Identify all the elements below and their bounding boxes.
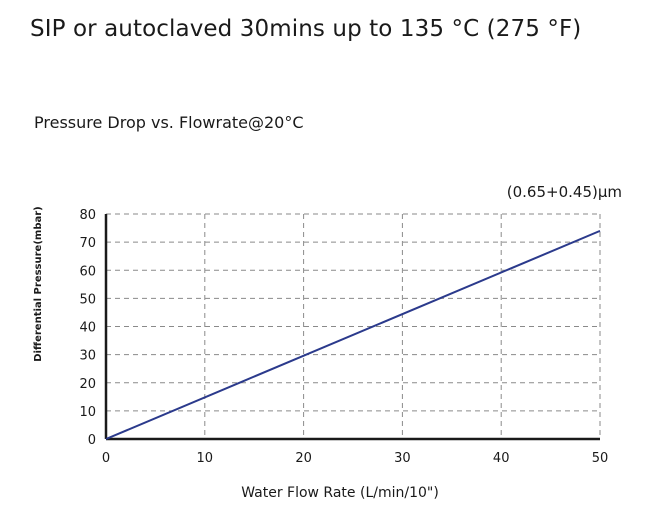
chart-subtitle: Pressure Drop vs. Flowrate@20°C [34,113,304,132]
series-label: (0.65+0.45)μm [507,183,622,201]
x-tick-label: 50 [592,451,609,466]
x-tick-label: 0 [102,451,110,466]
x-axis-label: Water Flow Rate (L/min/10") [241,485,439,501]
y-tick-label: 30 [79,349,96,364]
x-tick-label: 30 [394,451,411,466]
x-tick-labels: 0 10 20 30 40 50 [102,451,608,466]
y-tick-label: 80 [79,208,96,223]
y-tick-labels: 0 10 20 30 40 50 60 70 80 [79,208,96,448]
x-tick-label: 20 [295,451,312,466]
x-tick-label: 40 [493,451,510,466]
series-line [105,229,601,440]
y-axis-label: Differential Pressure(mbar) [33,206,44,362]
y-tick-label: 20 [79,377,96,392]
y-tick-label: 0 [88,433,96,448]
x-tick-label: 10 [197,451,214,466]
y-tick-label: 50 [79,292,96,307]
axes [104,214,600,441]
y-tick-label: 10 [79,405,96,420]
y-tick-label: 40 [79,321,96,336]
series-lines [105,229,601,440]
page-title: SIP or autoclaved 30mins up to 135 °C (2… [30,16,582,42]
grid-lines [106,213,601,439]
y-tick-label: 70 [79,236,96,251]
y-tick-label: 60 [79,264,96,279]
